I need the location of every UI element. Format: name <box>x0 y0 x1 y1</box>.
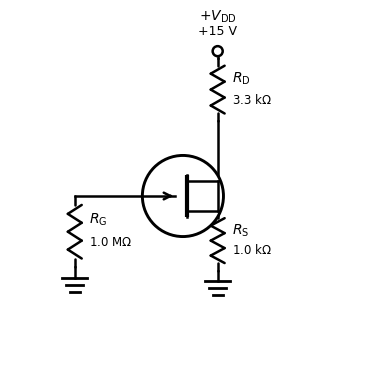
Text: 1.0 M$\Omega$: 1.0 M$\Omega$ <box>89 236 133 249</box>
Circle shape <box>213 46 223 56</box>
Text: $R_{\mathrm{G}}$: $R_{\mathrm{G}}$ <box>89 211 108 228</box>
Circle shape <box>142 156 223 236</box>
Text: 1.0 k$\Omega$: 1.0 k$\Omega$ <box>232 243 272 257</box>
Text: +15 V: +15 V <box>198 25 237 38</box>
Text: $R_{\mathrm{D}}$: $R_{\mathrm{D}}$ <box>232 71 251 87</box>
Text: $+V_{\mathrm{DD}}$: $+V_{\mathrm{DD}}$ <box>199 8 237 25</box>
Text: 3.3 k$\Omega$: 3.3 k$\Omega$ <box>232 93 272 107</box>
Text: $R_{\mathrm{S}}$: $R_{\mathrm{S}}$ <box>232 222 250 239</box>
